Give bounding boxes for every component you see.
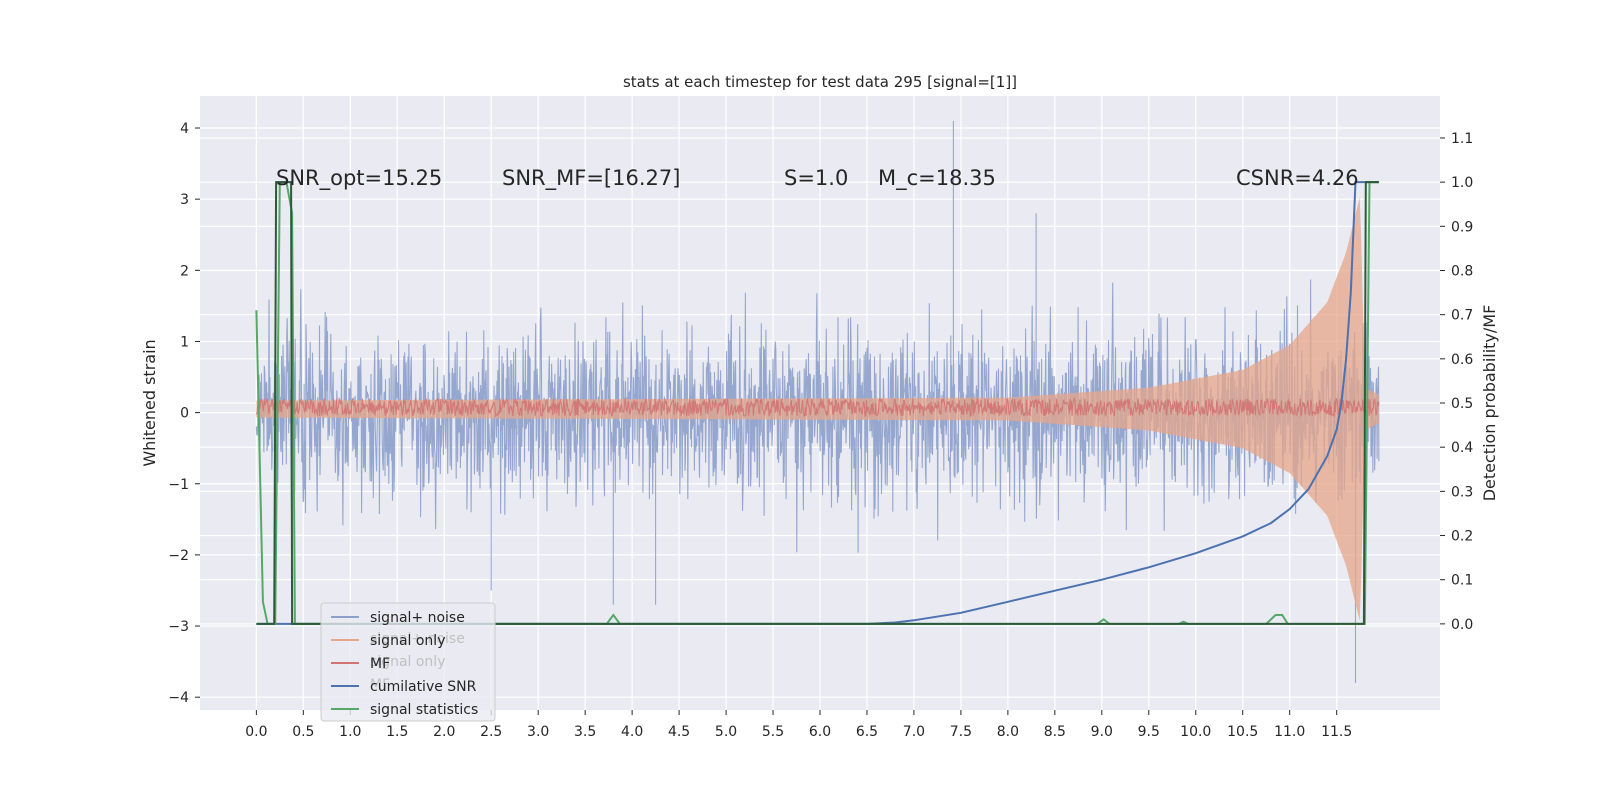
series-mf: [255, 396, 1380, 418]
x-tick-label: 11.0: [1274, 724, 1305, 740]
x-tick-label: 3.5: [574, 724, 596, 740]
y-tick-label-left: 3: [180, 192, 189, 208]
y-tick-label-right: 0.1: [1451, 573, 1473, 589]
y-axis-title-left: Whitened strain: [140, 339, 159, 466]
y-tick-label-right: 0.9: [1451, 219, 1473, 235]
y-tick-label-right: 0.6: [1451, 352, 1473, 368]
y-ticks-right: 1.1 1.0 0.9 0.8 0.7 0.6 0.5 0.4 0.3 0.2 0.1 0.0: [1440, 131, 1473, 633]
x-tick-label: 8.0: [997, 724, 1019, 740]
x-tick-label: 10.5: [1227, 724, 1258, 740]
x-tick-label: 5.0: [715, 724, 737, 740]
series-signal-statistics: [255, 181, 1379, 625]
annotation-mc: M_c=18.35: [878, 166, 996, 191]
legend-label: signal+ noise: [370, 610, 465, 626]
chart-title: stats at each timestep for test data 295…: [623, 73, 1017, 91]
x-ticks: 0.0 0.5 1.0 1.5 2.0 2.5 3.0 3.5 4.0 4.5 5.0 5.5 6.0 6…: [245, 710, 1352, 740]
data-layer: [255, 120, 1380, 683]
x-tick-label: 1.5: [386, 724, 408, 740]
y-tick-label-left: 2: [180, 263, 189, 279]
y-tick-label-right: 0.8: [1451, 263, 1473, 279]
x-tick-label: 7.5: [950, 724, 972, 740]
series-cumulative-snr: [256, 181, 1379, 625]
y-tick-label-right: 1.0: [1451, 175, 1473, 191]
annotation-snr-opt: SNR_opt=15.25: [276, 166, 442, 191]
y-tick-label-left: −4: [168, 690, 189, 706]
y-axis-title-right: Detection probability/MF: [1480, 305, 1499, 502]
y-tick-label-left: 1: [180, 334, 189, 350]
y-tick-label-right: 0.5: [1451, 396, 1473, 412]
annotation-s: S=1.0: [784, 166, 848, 190]
y-tick-label-right: 0.7: [1451, 308, 1473, 324]
annotation-csnr: CSNR=4.26: [1236, 166, 1359, 190]
x-tick-label: 0.0: [245, 724, 267, 740]
x-tick-label: 4.0: [621, 724, 643, 740]
x-tick-label: 9.5: [1138, 724, 1160, 740]
legend-label: signal statistics: [370, 702, 478, 718]
annotations: SNR_opt=15.25 SNR_MF=[16.27] S=1.0 M_c=1…: [276, 166, 1359, 191]
x-tick-label: 9.0: [1091, 724, 1113, 740]
y-tick-label-right: 0.0: [1451, 617, 1473, 633]
x-tick-label: 8.5: [1044, 724, 1066, 740]
y-tick-label-left: −2: [168, 548, 189, 564]
legend-label: signal only: [370, 633, 445, 649]
legend-frame: [320, 602, 496, 722]
legend-ghost-label: signal only: [370, 654, 445, 670]
y-tick-label-right: 0.3: [1451, 484, 1473, 500]
x-tick-label: 2.5: [480, 724, 502, 740]
series-detector: [256, 181, 1379, 625]
y-tick-label-right: 0.4: [1451, 440, 1473, 456]
series-signal-only: [256, 197, 1379, 621]
x-tick-label: 6.5: [856, 724, 878, 740]
y-tick-label-left: −3: [168, 619, 189, 635]
x-tick-label: 5.5: [762, 724, 784, 740]
x-tick-label: 4.5: [668, 724, 690, 740]
legend-label: cumilative SNR: [370, 679, 477, 695]
x-tick-label: 11.5: [1321, 724, 1352, 740]
y-tick-label-left: 4: [180, 121, 189, 137]
y-tick-label-left: 0: [180, 406, 189, 422]
annotation-snr-mf: SNR_MF=[16.27]: [502, 166, 680, 191]
y-tick-label-left: −1: [168, 477, 189, 493]
legend: signal+ noise signal only MF signal+ noi…: [320, 602, 496, 722]
x-tick-label: 7.0: [903, 724, 925, 740]
y-ticks-left: 4 3 2 1 0 −1 −2 −3 −4: [168, 121, 200, 706]
x-tick-label: 1.0: [339, 724, 361, 740]
legend-label: MF: [370, 656, 390, 672]
legend-ghost-label: signal+ noise: [370, 631, 465, 647]
y-tick-label-right: 1.1: [1451, 131, 1473, 147]
x-tick-label: 3.0: [527, 724, 549, 740]
x-tick-label: 2.0: [433, 724, 455, 740]
y-tick-label-right: 0.2: [1451, 529, 1473, 545]
x-tick-label: 6.0: [809, 724, 831, 740]
legend-ghost-label: MF: [370, 677, 390, 693]
x-tick-label: 0.5: [292, 724, 314, 740]
x-tick-label: 10.0: [1180, 724, 1211, 740]
